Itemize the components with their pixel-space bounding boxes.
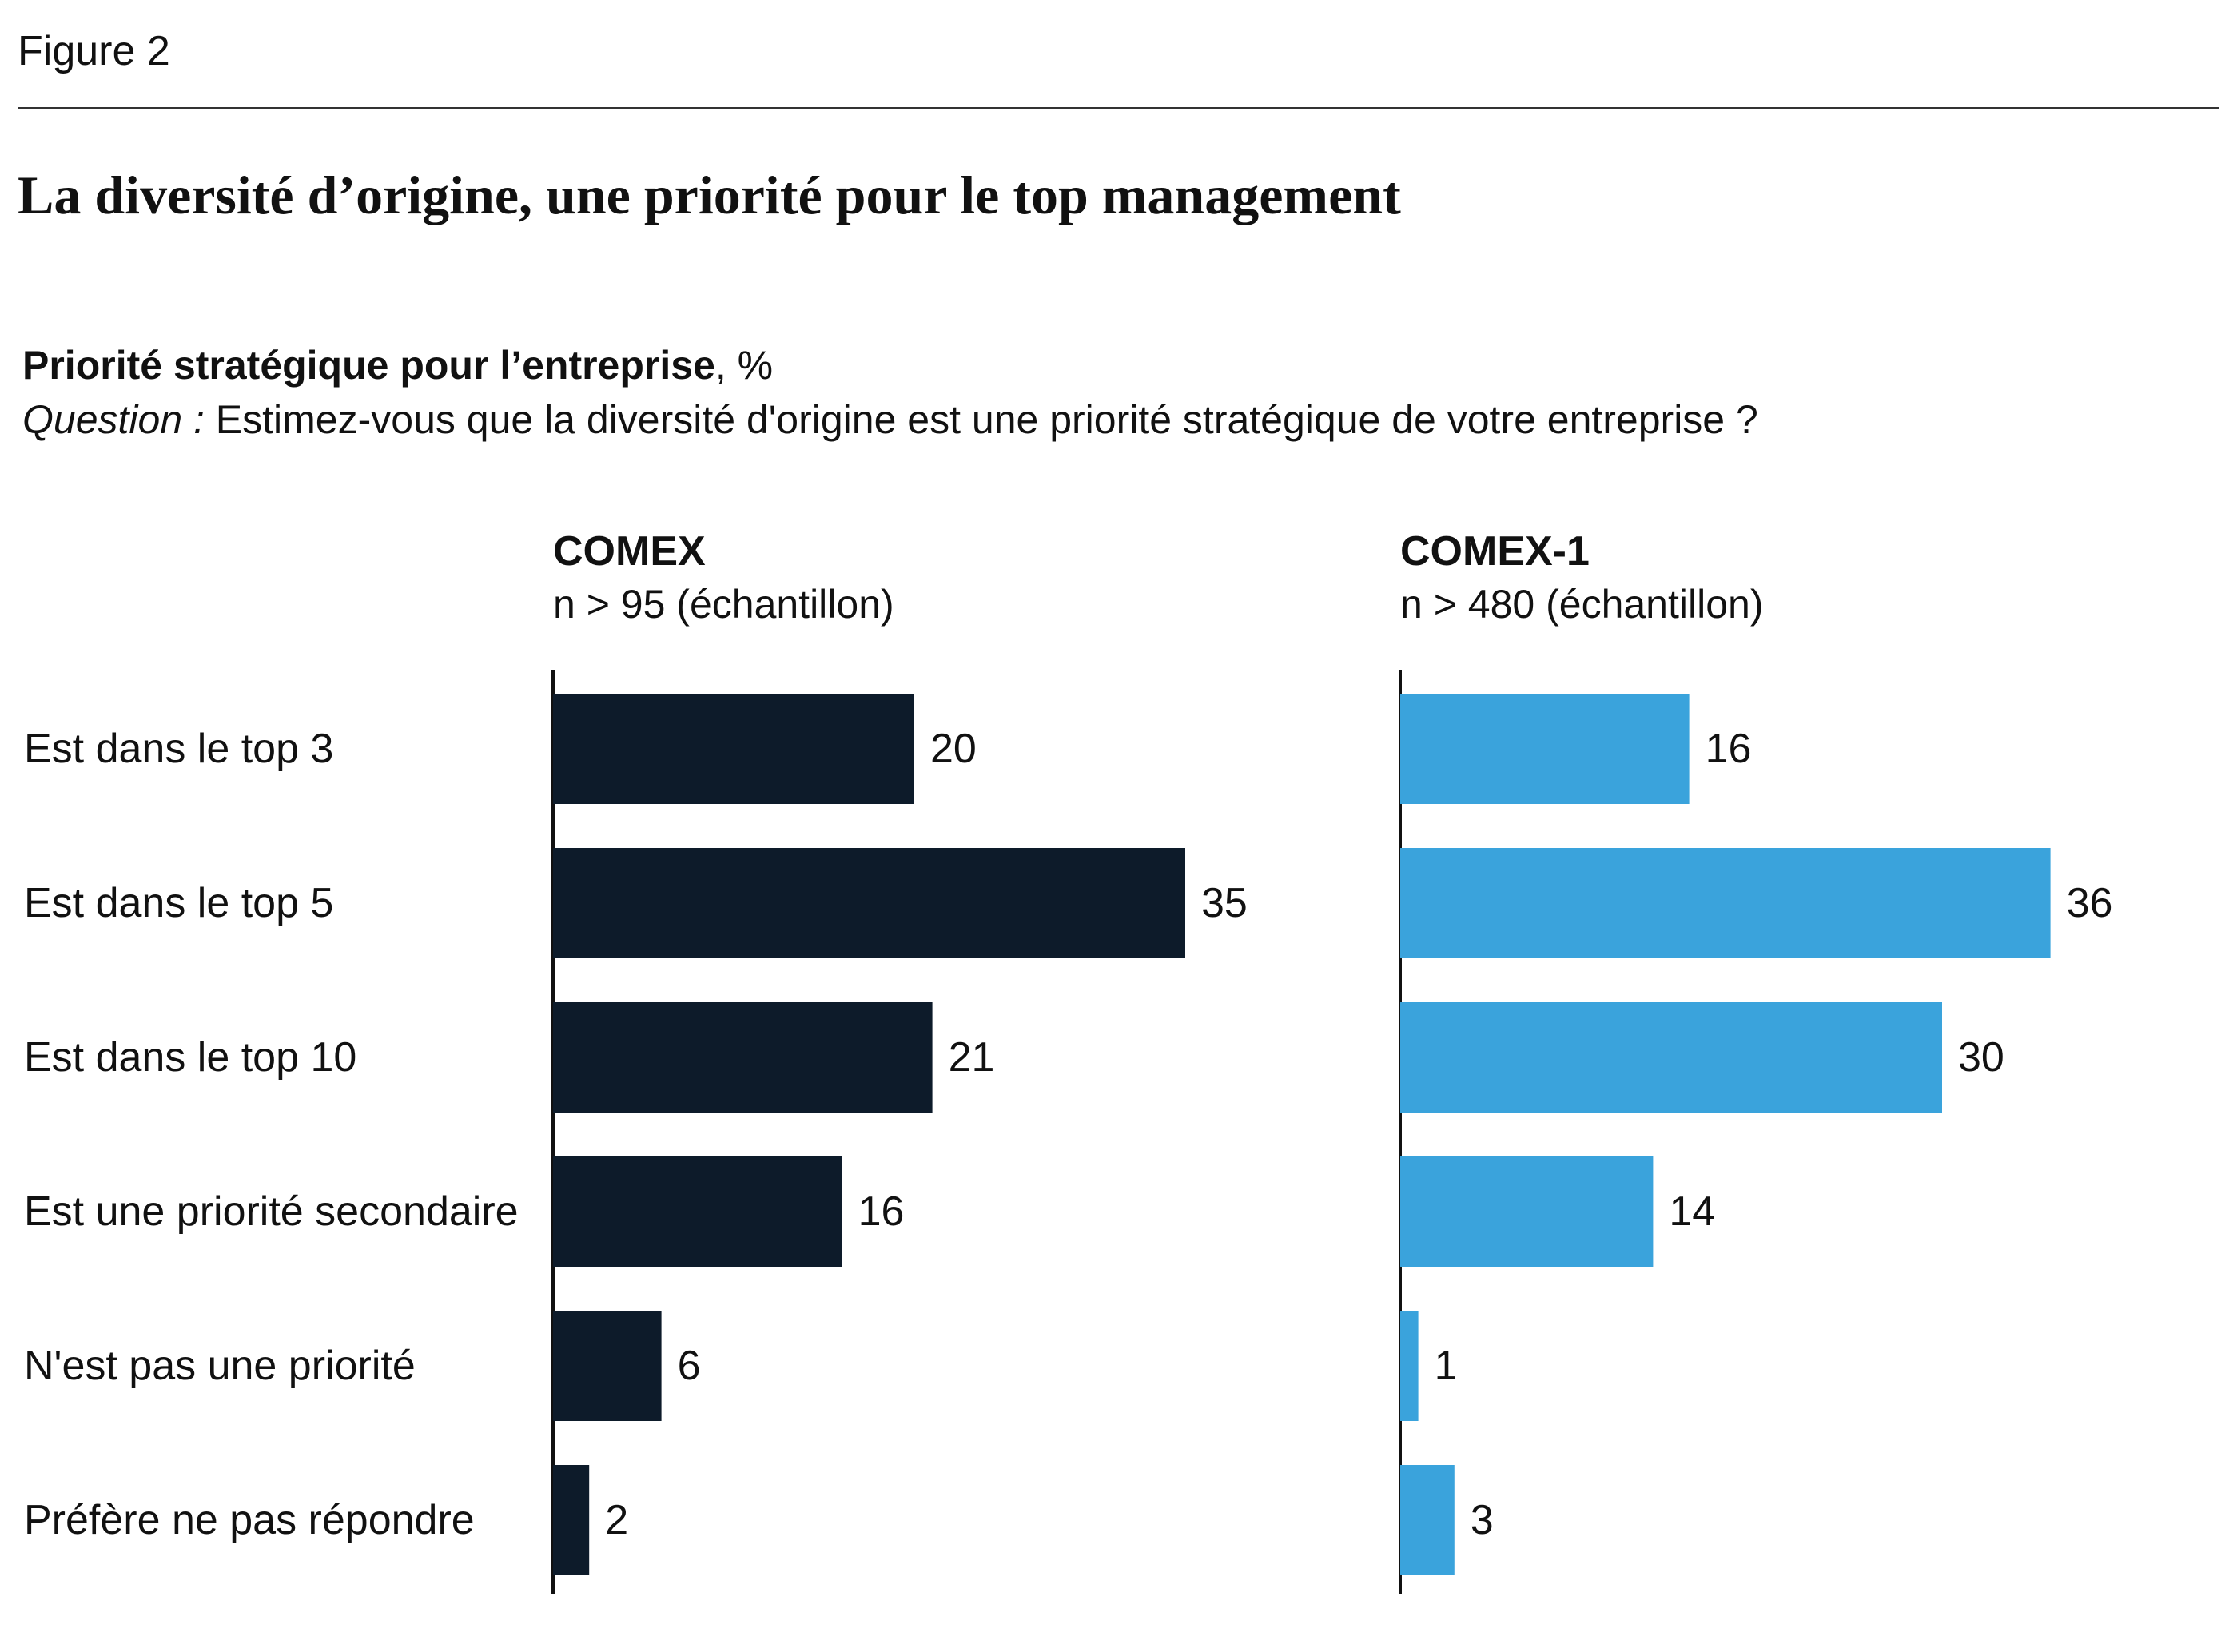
bar-comex1	[1400, 694, 1690, 804]
bar-value-label-comex1: 3	[1471, 1497, 1494, 1543]
bar-value-label-comex1: 14	[1669, 1188, 1715, 1235]
bar-comex1	[1400, 1465, 1455, 1575]
bar-comex1	[1400, 1156, 1654, 1267]
bar-comex	[553, 1156, 842, 1267]
survey-question: Question : Estimez-vous que la diversité…	[22, 396, 1758, 443]
chart-title: La diversité d’origine, une priorité pou…	[18, 165, 1401, 225]
bar-comex	[553, 848, 1185, 958]
top-divider	[18, 107, 2219, 109]
question-text: Estimez-vous que la diversité d'origine …	[204, 397, 1758, 442]
figure-label: Figure 2	[18, 28, 170, 74]
bar-comex1	[1400, 848, 2051, 958]
bar-value-label-comex1: 30	[1958, 1034, 2004, 1081]
panel-title-comex1: COMEX-1	[1400, 528, 1590, 575]
subtitle-bold: Priorité stratégique pour l’entreprise	[22, 343, 715, 388]
bar-value-label-comex1: 16	[1706, 726, 1752, 772]
subtitle-unit: , %	[714, 343, 774, 388]
bar-value-label-comex: 2	[605, 1497, 628, 1543]
bar-comex	[553, 1002, 933, 1113]
panel-sample-comex1: n > 480 (échantillon)	[1400, 582, 1764, 627]
chart-subtitle: Priorité stratégique pour l’entreprise, …	[22, 342, 773, 388]
bar-comex	[553, 1465, 590, 1575]
bar-value-label-comex: 20	[930, 726, 977, 772]
category-label: Est dans le top 10	[24, 1034, 357, 1081]
bar-comex	[553, 1311, 662, 1421]
category-label: N'est pas une priorité	[24, 1343, 416, 1389]
bar-comex1	[1400, 1311, 1419, 1421]
bar-value-label-comex: 21	[949, 1034, 995, 1081]
bar-value-label-comex1: 36	[2067, 880, 2113, 926]
panel-header-comex1: COMEX-1 n > 480 (échantillon)	[1400, 526, 1763, 631]
panel-header-comex: COMEX n > 95 (échantillon)	[553, 526, 894, 631]
bar-value-label-comex: 35	[1201, 880, 1248, 926]
category-label: Préfère ne pas répondre	[24, 1497, 475, 1543]
panel-sample-comex: n > 95 (échantillon)	[553, 582, 894, 627]
bar-comex	[553, 694, 914, 804]
bar-value-label-comex: 6	[678, 1343, 701, 1389]
category-label: Est dans le top 5	[24, 880, 334, 926]
category-label: Est dans le top 3	[24, 726, 334, 772]
panel-title-comex: COMEX	[553, 528, 706, 575]
bar-value-label-comex: 16	[858, 1188, 905, 1235]
question-label: Question :	[22, 397, 205, 442]
category-label: Est une priorité secondaire	[24, 1188, 519, 1235]
bar-comex1	[1400, 1002, 1942, 1113]
bar-value-label-comex1: 1	[1435, 1343, 1458, 1389]
